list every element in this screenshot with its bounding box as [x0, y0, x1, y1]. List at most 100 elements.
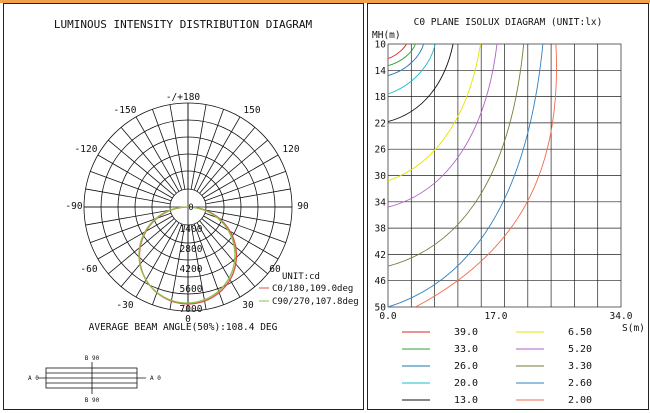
ring-label-2800: 2800 [180, 244, 203, 255]
isolux-curve-39.0 [388, 44, 407, 59]
fixture-label-b90-bottom: B 90 [85, 397, 100, 404]
polar-spoke [85, 209, 171, 226]
polar-spoke [204, 171, 286, 202]
angle-label-minus-60: -60 [80, 264, 97, 275]
ring-label-1400: 1400 [180, 224, 203, 235]
angle-label-minus-30: -30 [116, 300, 133, 311]
legend-value-5.20: 5.20 [568, 344, 592, 355]
y-tick-label: 42 [375, 250, 386, 261]
polar-title: LUMINOUS INTENSITY DISTRIBUTION DIAGRAM [54, 18, 313, 31]
polar-spoke [108, 139, 175, 196]
polar-spoke [97, 154, 173, 199]
isolux-curve-20.0 [388, 44, 436, 95]
y-tick-label: 26 [375, 145, 387, 156]
y-axis-label: MH(m) [372, 30, 401, 41]
fixture-drawing [38, 362, 146, 394]
y-tick-label: 46 [375, 276, 387, 287]
legend-value-20.0: 20.0 [454, 378, 478, 389]
polar-spoke [199, 220, 256, 287]
isolux-curve-33.0 [388, 44, 416, 67]
legend-value-26.0: 26.0 [454, 361, 478, 372]
polar-spoke [152, 109, 183, 191]
polar-spoke [201, 139, 268, 196]
y-tick-label: 14 [375, 66, 387, 77]
ring-label-4200: 4200 [180, 264, 203, 275]
legend-value-13.0: 13.0 [454, 395, 478, 406]
isolux-curve-13.0 [388, 44, 454, 123]
x-axis-label: S(m) [622, 323, 645, 334]
polar-spoke [169, 224, 186, 310]
isolux-curve-26.0 [388, 44, 425, 77]
y-tick-label: 22 [375, 118, 386, 129]
y-tick-label: 34 [375, 197, 387, 208]
polar-spoke [120, 220, 177, 287]
x-tick-34: 34.0 [610, 311, 633, 322]
polar-spoke [85, 188, 171, 205]
fixture-label-a0-left: A 0 [28, 375, 39, 382]
x-tick-17: 17.0 [485, 311, 508, 322]
legend-value-3.30: 3.30 [568, 361, 592, 372]
angle-label-120: 120 [282, 144, 299, 155]
y-tick-label: 18 [375, 92, 387, 103]
angle-label-90: 90 [297, 201, 309, 212]
legend-value-2.60: 2.60 [568, 378, 592, 389]
angle-label-150: 150 [243, 105, 260, 116]
polar-spoke [97, 215, 173, 260]
y-tick-label: 50 [375, 303, 387, 314]
isolux-curve-2.00 [415, 44, 557, 307]
y-tick-label: 38 [375, 224, 387, 235]
isolux-curve-5.20 [388, 44, 498, 208]
polar-spoke [90, 171, 172, 202]
luminous-intensity-panel: LUMINOUS INTENSITY DISTRIBUTION DIAGRAM … [3, 3, 364, 410]
polar-spoke [169, 104, 186, 190]
legend-label-c90: C90/270,107.8deg [272, 297, 359, 307]
angle-label-minus-90: -90 [65, 201, 82, 212]
polar-spoke [120, 127, 177, 194]
angle-label-0: 0 [185, 314, 191, 325]
polar-spoke [108, 218, 175, 275]
isolux-diagram: C0 PLANE ISOLUX DIAGRAM (UNIT:lx) MH(m) … [372, 17, 645, 406]
fixture-label-a0-right: A 0 [150, 375, 161, 382]
legend-value-2.00: 2.00 [568, 395, 592, 406]
y-tick-label: 30 [375, 171, 387, 182]
polar-spoke [190, 224, 207, 310]
legend-value-39.0: 39.0 [454, 327, 478, 338]
isolux-panel: C0 PLANE ISOLUX DIAGRAM (UNIT:lx) MH(m) … [367, 3, 649, 410]
legend-value-33.0: 33.0 [454, 344, 478, 355]
angle-label-minus-150: -150 [114, 105, 137, 116]
angle-label-60: 60 [269, 264, 281, 275]
polar-spoke [196, 116, 241, 192]
isolux-grid [387, 43, 622, 308]
polar-center-label: 0 [188, 203, 193, 213]
polar-spoke [193, 109, 224, 191]
ring-label-7000: 7000 [180, 304, 203, 315]
x-tick-0: 0.0 [379, 311, 396, 322]
angle-label-30: 30 [242, 300, 254, 311]
isolux-curve-3.30 [388, 44, 525, 267]
isolux-legend: 39.0 33.0 26.0 20.0 13.0 6.50 5.20 3.30 2.60 2.00 [402, 327, 592, 406]
isolux-y-ticks: 10 14 18 22 26 30 34 38 42 46 50 [375, 40, 387, 314]
top-accent-bar [0, 0, 650, 3]
distribution-curve-c0 [138, 206, 238, 305]
polar-diagram: LUMINOUS INTENSITY DISTRIBUTION DIAGRAM … [28, 18, 359, 404]
legend-label-c0: C0/180,109.0deg [272, 284, 353, 294]
angle-label-180: -/+180 [166, 92, 201, 103]
y-tick-label: 10 [375, 40, 387, 51]
polar-unit-label: UNIT:cd [282, 272, 320, 282]
isolux-curve-2.60 [388, 44, 544, 307]
polar-spoke [205, 209, 291, 226]
polar-spoke [135, 116, 180, 192]
isolux-title: C0 PLANE ISOLUX DIAGRAM (UNIT:lx) [414, 17, 603, 28]
polar-spoke [135, 222, 180, 298]
polar-spoke [152, 223, 183, 305]
isolux-curves [388, 44, 557, 307]
polar-spoke [196, 222, 241, 298]
polar-spoke [205, 188, 291, 205]
angle-label-minus-120: -120 [75, 144, 98, 155]
polar-spoke [190, 104, 207, 190]
polar-spoke [199, 127, 256, 194]
isolux-curve-6.50 [388, 44, 481, 182]
legend-value-6.50: 6.50 [568, 327, 592, 338]
ring-label-5600: 5600 [180, 284, 203, 295]
fixture-label-b90-top: B 90 [85, 355, 100, 362]
